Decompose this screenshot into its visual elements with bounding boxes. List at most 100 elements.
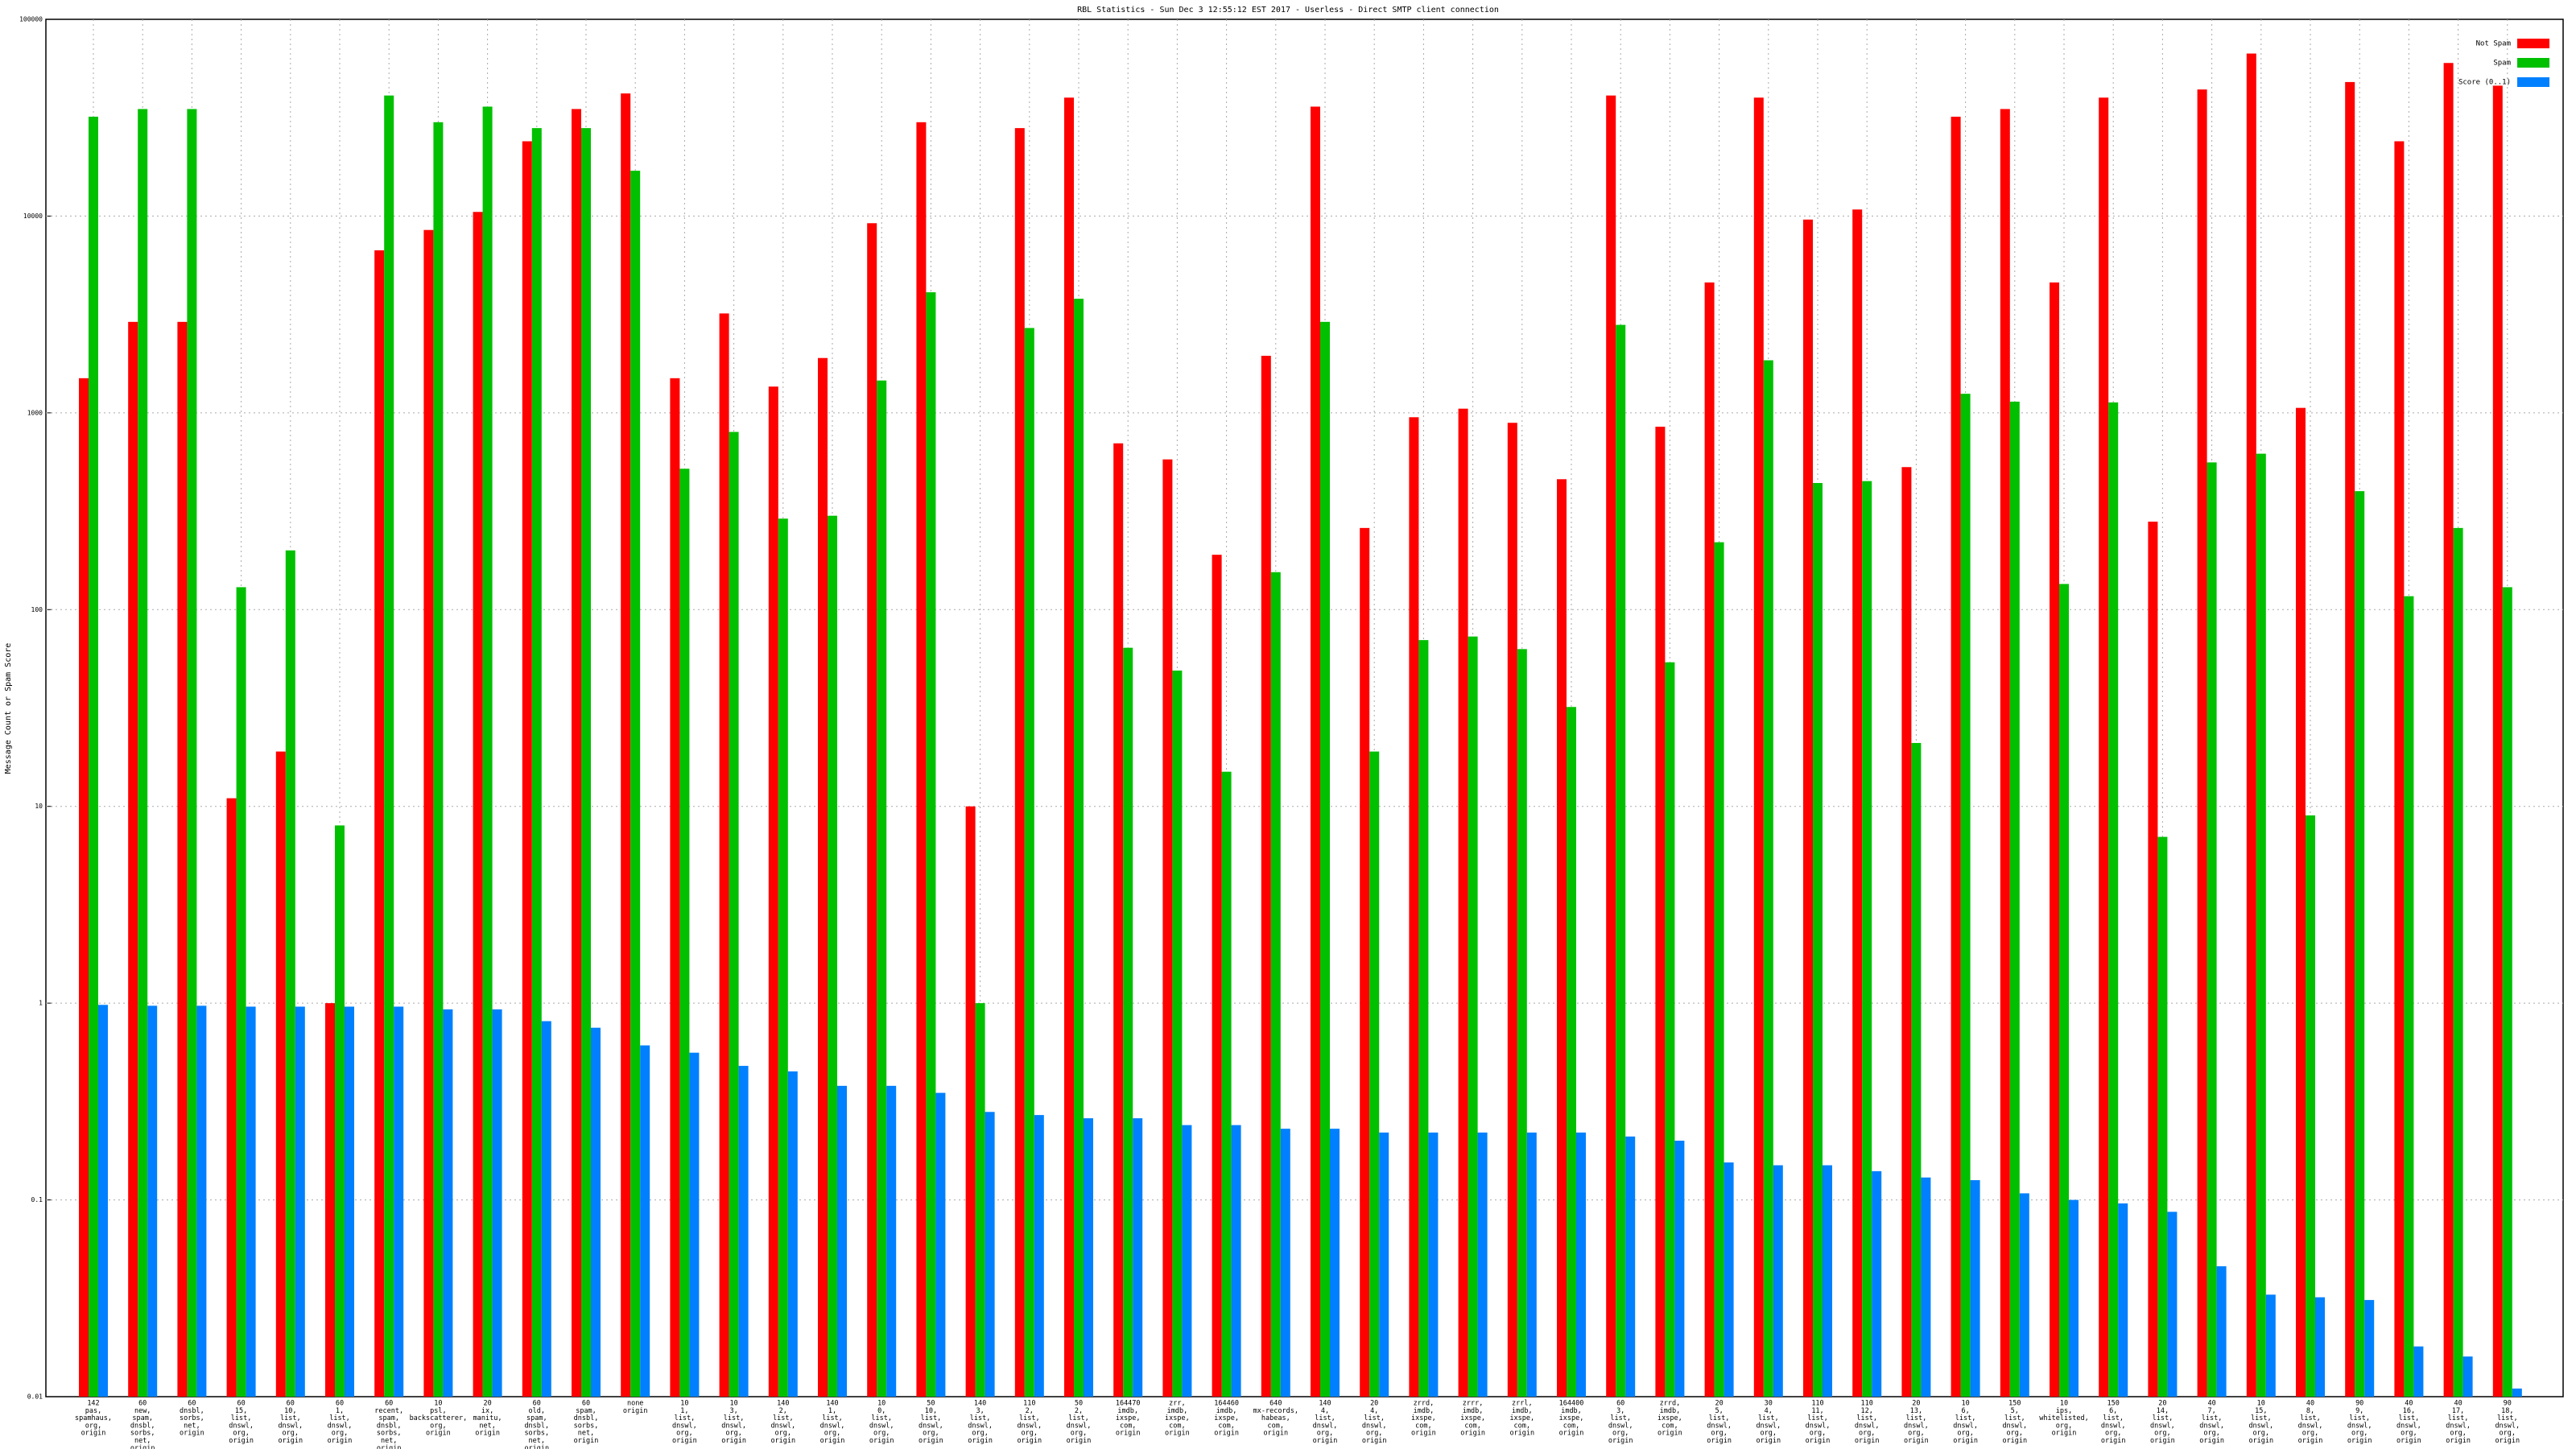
- bar: [1852, 209, 1863, 1397]
- x-tick-label: ixspe,: [1214, 1414, 1239, 1422]
- bar: [295, 1006, 305, 1397]
- x-tick-label: mx-records,: [1253, 1407, 1298, 1415]
- x-tick-label: origin: [1608, 1437, 1633, 1445]
- bar: [1084, 1118, 1093, 1397]
- x-tick-label: origin: [524, 1444, 549, 1449]
- x-tick-label: dnswl,: [328, 1422, 353, 1430]
- x-tick-label: org,: [775, 1430, 791, 1438]
- x-tick-label: origin: [1953, 1437, 1978, 1445]
- x-tick-label: org,: [725, 1430, 741, 1438]
- x-tick-label: 60: [336, 1400, 344, 1408]
- x-tick-label: origin: [1313, 1437, 1338, 1445]
- x-tick-label: list,: [2399, 1414, 2420, 1422]
- bar: [1418, 640, 1429, 1397]
- bar: [2197, 89, 2207, 1397]
- x-tick-label: 140: [1319, 1400, 1331, 1408]
- bar: [1823, 1165, 1832, 1397]
- x-tick-label: list,: [2153, 1414, 2174, 1422]
- x-tick-label: sorbs,: [180, 1414, 204, 1422]
- bar: [1409, 417, 1419, 1397]
- bar: [886, 1085, 897, 1397]
- x-tick-label: 140: [826, 1400, 838, 1408]
- x-tick-label: imdb,: [1561, 1407, 1582, 1415]
- bar: [1024, 328, 1034, 1397]
- legend-swatch: [2517, 77, 2549, 87]
- bar: [1477, 1132, 1488, 1397]
- bar: [187, 109, 197, 1397]
- bar: [325, 1003, 335, 1397]
- bar: [1763, 360, 1773, 1397]
- x-tick-label: none: [627, 1400, 643, 1408]
- bar: [1379, 1132, 1389, 1397]
- bar: [1526, 1132, 1537, 1397]
- bar: [1714, 542, 1724, 1397]
- bar: [2315, 1297, 2325, 1397]
- x-tick-label: dnswl,: [2446, 1422, 2471, 1430]
- x-tick-label: origin: [1904, 1437, 1929, 1445]
- x-tick-label: origin: [328, 1437, 353, 1445]
- bar: [1212, 555, 1222, 1397]
- x-tick-label: org,: [1859, 1430, 1875, 1438]
- x-tick-label: com,: [1120, 1422, 1136, 1430]
- bar: [768, 386, 778, 1397]
- bar: [2306, 815, 2315, 1397]
- x-tick-label: origin: [1017, 1437, 1042, 1445]
- bar: [1724, 1162, 1734, 1397]
- x-tick-label: list,: [1709, 1414, 1730, 1422]
- x-tick-label: spamhaus,: [75, 1414, 112, 1422]
- x-tick-label: list,: [724, 1414, 745, 1422]
- x-tick-label: imdb,: [1512, 1407, 1533, 1415]
- bar: [2050, 282, 2059, 1397]
- x-tick-label: org,: [1612, 1430, 1629, 1438]
- x-tick-label: 11,: [1811, 1407, 1823, 1415]
- x-tick-label: 5,: [2011, 1407, 2019, 1415]
- bar: [1014, 128, 1025, 1397]
- x-tick-label: ixspe,: [1559, 1414, 1584, 1422]
- x-tick-label: 40: [2454, 1400, 2462, 1408]
- bar: [1369, 751, 1380, 1397]
- x-tick-label: 150: [2008, 1400, 2021, 1408]
- x-tick-label: org,: [1908, 1430, 1924, 1438]
- x-tick-label: ixspe,: [1460, 1414, 1485, 1422]
- x-tick-label: net,: [479, 1422, 495, 1430]
- bar: [335, 825, 345, 1397]
- x-tick-label: 20: [1370, 1400, 1378, 1408]
- x-tick-label: ixspe,: [1165, 1414, 1190, 1422]
- x-tick-label: list,: [329, 1414, 350, 1422]
- x-tick-label: 2,: [1026, 1407, 1034, 1415]
- x-tick-label: 20: [1912, 1400, 1920, 1408]
- x-tick-label: com,: [1169, 1422, 1185, 1430]
- bar: [1872, 1170, 1882, 1397]
- x-tick-label: list,: [2103, 1414, 2124, 1422]
- x-tick-label: 5,: [1715, 1407, 1723, 1415]
- x-tick-label: sorbs,: [377, 1430, 402, 1438]
- x-tick-label: 30: [1765, 1400, 1773, 1408]
- x-tick-label: list,: [1807, 1414, 1828, 1422]
- bar: [2404, 596, 2414, 1397]
- x-tick-label: org,: [2007, 1430, 2023, 1438]
- x-tick-label: com,: [1514, 1422, 1530, 1430]
- bar: [1803, 219, 1813, 1397]
- y-tick-label: 0.1: [31, 1196, 43, 1203]
- bar: [79, 378, 89, 1397]
- bar: [2443, 63, 2454, 1397]
- x-tick-label: list,: [2349, 1414, 2370, 1422]
- x-tick-label: 60: [237, 1400, 245, 1408]
- x-tick-label: 10,: [284, 1407, 296, 1415]
- bar: [492, 1009, 502, 1397]
- bar: [877, 380, 887, 1397]
- x-tick-label: 640: [1269, 1400, 1282, 1408]
- bar: [1674, 1140, 1685, 1397]
- x-tick-label: dnswl,: [1707, 1422, 1732, 1430]
- bar: [778, 518, 788, 1397]
- x-tick-label: dnswl,: [2396, 1422, 2421, 1430]
- bar: [89, 116, 98, 1397]
- x-tick-label: dnswl,: [721, 1422, 746, 1430]
- x-tick-label: 40: [2207, 1400, 2215, 1408]
- bar: [679, 469, 690, 1397]
- x-tick-label: org,: [2302, 1430, 2318, 1438]
- x-tick-label: org,: [2253, 1430, 2269, 1438]
- bar: [1270, 572, 1281, 1397]
- y-tick-label: 1000: [27, 409, 43, 416]
- x-tick-label: 110: [1023, 1400, 1035, 1408]
